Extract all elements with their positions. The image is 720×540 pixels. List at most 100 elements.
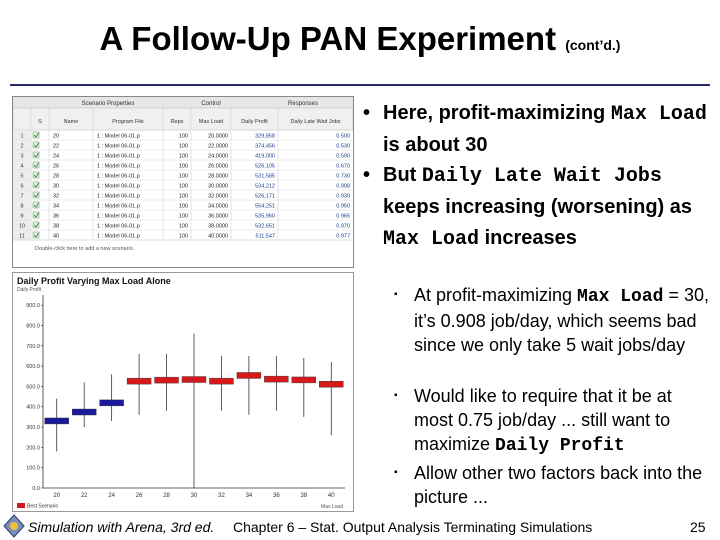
- title-main: A Follow-Up PAN Experiment: [99, 20, 557, 57]
- x-tick-label: 28: [163, 493, 170, 499]
- check-icon: [32, 171, 40, 179]
- sub-bullet-3: ▪ Allow other two factors back into the …: [394, 461, 709, 509]
- legend-label: Best Scenario: [27, 504, 58, 510]
- title-divider: [10, 84, 710, 86]
- table-cell: 100: [179, 144, 188, 150]
- row-number: 8: [20, 204, 23, 210]
- table-cell: 0.977: [336, 234, 350, 240]
- table-cell: 40: [53, 234, 59, 240]
- table-cell: 28.0000: [208, 174, 228, 180]
- y-tick-label: 800.0: [26, 323, 40, 329]
- table-cell: 419,000: [255, 154, 275, 160]
- table-cell: 0.908: [336, 184, 350, 190]
- text-segment: increases: [479, 227, 577, 249]
- text-segment: Allow other two factors back into the pi…: [414, 463, 703, 507]
- check-mark-icon: [33, 182, 39, 188]
- table-cell: 100: [179, 204, 188, 210]
- sub-bullet-3-text: Allow other two factors back into the pi…: [414, 463, 702, 507]
- check-mark-icon: [33, 232, 39, 238]
- table-cell: 0.530: [336, 144, 350, 150]
- y-tick-label: 400.0: [26, 405, 40, 411]
- profit-chart: Daily Profit Varying Max Load Alone Daily…: [12, 272, 354, 512]
- check-icon: [32, 141, 40, 149]
- scenario-spreadsheet: Scenario Properties Control Responses S Name…: [12, 96, 354, 268]
- row-number-strip: [13, 130, 31, 240]
- table-cell: 36: [53, 214, 59, 220]
- table-cell: 526,105: [255, 164, 275, 170]
- table-cell: 28: [53, 174, 59, 180]
- slide-title: A Follow-Up PAN Experiment (cont’d.): [0, 20, 720, 58]
- table-cell: 0.950: [336, 204, 350, 210]
- row-number: 10: [19, 224, 25, 230]
- row-number: 1: [20, 134, 23, 140]
- chart-bg: [13, 273, 353, 511]
- table-cell: 532,651: [255, 224, 275, 230]
- text-segment: But: [383, 164, 422, 186]
- table-cell: 0.500: [336, 134, 350, 140]
- column-header: S: [38, 119, 42, 125]
- table-cell: 30.0000: [208, 184, 228, 190]
- check-icon: [32, 151, 40, 159]
- table-cell: 34: [53, 204, 59, 210]
- interval-box: [154, 376, 179, 384]
- check-mark-icon: [33, 192, 39, 198]
- group-header: Scenario Properties: [82, 101, 135, 107]
- table-cell: 26.0000: [208, 164, 228, 170]
- profit-chart-svg: Daily Profit Varying Max Load AloneDaily…: [13, 273, 353, 511]
- table-cell: 38: [53, 224, 59, 230]
- group-header: Control: [201, 101, 220, 107]
- check-icon: [32, 211, 40, 219]
- table-cell: 26: [53, 164, 59, 170]
- text-segment: keeps increasing (worsening) as: [383, 196, 692, 218]
- interval-box: [319, 380, 344, 388]
- interval-box: [99, 399, 124, 407]
- y-tick-label: 0.0: [32, 486, 40, 492]
- y-tick-label: 900.0: [26, 303, 40, 309]
- bullet-1: • Here, profit-maximizing Max Load is ab…: [363, 98, 708, 161]
- check-mark-icon: [33, 142, 39, 148]
- page-number: 25: [690, 519, 706, 535]
- table-cell: 1 : Model 06-01.p: [97, 184, 140, 190]
- spreadsheet-grid: Scenario Properties Control Responses S Name…: [13, 97, 353, 267]
- x-axis-label: Max Load: [321, 504, 343, 510]
- code-term: Max Load: [383, 228, 480, 251]
- table-cell: 22: [53, 144, 59, 150]
- table-cell: 1 : Model 06-01.p: [97, 204, 140, 210]
- sub-bullet-2: ▪ Would like to require that it be at mo…: [394, 384, 709, 458]
- x-tick-label: 26: [136, 493, 143, 499]
- table-cell: 40.0000: [208, 234, 228, 240]
- bullet-2: • But Daily Late Wait Jobs keeps increas…: [363, 160, 708, 255]
- group-header-bar: [13, 97, 353, 108]
- text-segment: is about 30: [383, 134, 488, 156]
- table-cell: 1 : Model 06-01.p: [97, 154, 140, 160]
- table-cell: 32.0000: [208, 194, 228, 200]
- column-header: Daily Profit: [241, 119, 268, 125]
- text-segment: Would like to require that it be at most…: [414, 386, 672, 454]
- bullet-1-text: Here, profit-maximizing Max Load is abou…: [383, 102, 707, 156]
- table-cell: 1 : Model 06-01.p: [97, 144, 140, 150]
- check-icon: [32, 181, 40, 189]
- check-icon: [32, 221, 40, 229]
- table-cell: 100: [179, 164, 188, 170]
- x-tick-label: 36: [273, 493, 280, 499]
- footer-chapter: Chapter 6 – Stat. Output Analysis Termin…: [233, 519, 593, 535]
- check-icon: [32, 131, 40, 139]
- column-header: Reps: [171, 119, 184, 125]
- interval-box: [71, 408, 97, 416]
- table-cell: 531,585: [255, 174, 275, 180]
- table-cell: 100: [179, 234, 188, 240]
- check-icon: [32, 191, 40, 199]
- y-axis-label: Daily Profit: [17, 287, 42, 293]
- y-tick-label: 600.0: [26, 364, 40, 370]
- code-term: Daily Profit: [495, 436, 625, 456]
- code-term: Max Load: [577, 287, 664, 307]
- check-mark-icon: [33, 222, 39, 228]
- interval-box: [181, 376, 207, 383]
- code-term: Max Load: [610, 103, 707, 126]
- table-cell: 374,456: [255, 144, 275, 150]
- table-cell: 0.970: [336, 224, 350, 230]
- table-cell: 1 : Model 06-01.p: [97, 214, 140, 220]
- table-cell: 24: [53, 154, 59, 160]
- table-cell: 20.0000: [208, 134, 228, 140]
- table-cell: 554,251: [255, 204, 275, 210]
